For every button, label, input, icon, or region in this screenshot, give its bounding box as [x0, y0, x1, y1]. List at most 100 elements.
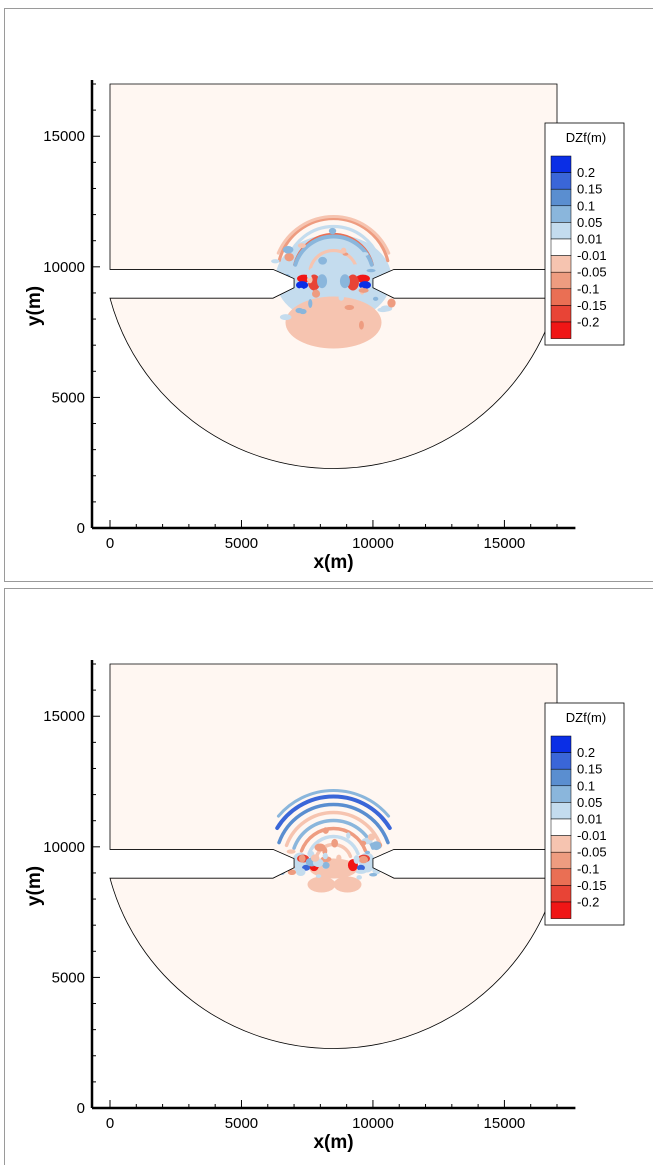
contour-arc: [276, 788, 391, 818]
legend-swatch: [550, 222, 572, 240]
x-tick-label: 15000: [484, 535, 526, 552]
contour-speck: [387, 298, 396, 308]
contour-speck: [283, 857, 294, 863]
contour-arc: [276, 214, 391, 255]
contour-speck: [308, 299, 313, 308]
contour-speck: [322, 861, 330, 869]
contour-arc: [299, 826, 368, 853]
legend-label: -0.01: [577, 828, 607, 843]
contour-speck: [297, 243, 306, 249]
contour-speck: [315, 874, 322, 878]
contour-speck: [322, 827, 329, 834]
contour-speck: [360, 252, 369, 256]
legend-label: 0.1: [577, 198, 595, 213]
legend-swatch: [550, 835, 572, 853]
legend: DZf(m) 0.2 0.150.1 0.05 0.01-0.01 -0.05-0.1 -0…: [544, 122, 625, 346]
contour-speck: [319, 307, 332, 312]
x-tick-label: 10000: [352, 535, 394, 552]
contour-arc: [277, 216, 390, 263]
y-tick-label: 10000: [43, 839, 85, 856]
chart-panel-top: 0 5000 10000 15000 0 5000 10000 15000 x(m) y(m) DZ…: [0, 8, 653, 582]
contour-speck: [328, 227, 337, 235]
contour-speck: [338, 295, 344, 301]
y-tick-label: 5000: [52, 389, 85, 406]
legend-swatch: [550, 752, 572, 770]
legend-swatch: [550, 271, 572, 290]
contour-speck: [381, 275, 392, 282]
legend-label: -0.15: [577, 298, 607, 313]
legend: DZf(m) 0.2 0.150.1 0.05 0.01-0.01 -0.05-0.1 -0…: [544, 702, 625, 926]
legend-swatch: [550, 802, 572, 820]
legend-swatch: [550, 238, 572, 256]
legend-label: -0.1: [577, 861, 599, 876]
contour-blob: [275, 234, 392, 323]
contour-speck: [372, 296, 379, 301]
x-tick-label: 0: [106, 1115, 114, 1132]
contour-speck: [331, 838, 339, 848]
contour-speck: [269, 287, 278, 294]
contour-field: [270, 788, 406, 893]
contour-blob: [333, 876, 362, 893]
contour-speck: [286, 277, 293, 282]
legend-swatch: [550, 768, 572, 787]
legend-swatch: [550, 885, 572, 903]
legend-swatch: [550, 205, 572, 223]
legend-label: 0.05: [577, 795, 602, 810]
contour-speck: [322, 852, 328, 860]
chart-panel-bottom: 0 5000 10000 15000 0 5000 10000 15000 x(m) y(m) DZ…: [0, 588, 653, 1165]
contour-speck: [287, 869, 297, 876]
contour-speck: [314, 843, 326, 852]
contour-speck: [356, 875, 362, 880]
legend-label: -0.05: [577, 845, 607, 860]
contour-arc: [277, 802, 390, 845]
contour-speck: [349, 266, 358, 273]
x-tick-label: 5000: [225, 1115, 258, 1132]
contour-speck: [364, 850, 371, 855]
domain-fill: [110, 664, 557, 1049]
legend-swatch: [550, 288, 572, 306]
legend-label: 0.05: [577, 215, 602, 230]
contour-speck: [272, 861, 280, 868]
legend-label: 0.1: [577, 778, 595, 793]
contour-arc: [292, 818, 375, 850]
legend-swatch: [550, 851, 572, 870]
axes: 0 5000 10000 15000 0 5000 10000 15000 x(m) y(m): [24, 80, 576, 573]
contour-blob: [296, 281, 309, 290]
contour-speck: [359, 840, 367, 846]
contour-speck: [369, 873, 378, 877]
contour-speck: [329, 305, 336, 314]
contour-speck: [282, 245, 294, 254]
legend-swatch: [550, 901, 572, 919]
contour-speck: [366, 268, 376, 273]
axes: 0 5000 10000 15000 0 5000 10000 15000 x(m) y(m): [24, 660, 576, 1153]
x-axis-title: x(m): [313, 1132, 353, 1153]
legend-label: -0.15: [577, 878, 607, 893]
contour-speck: [271, 259, 280, 264]
contour-speck: [299, 308, 307, 315]
contour-speck: [310, 854, 320, 862]
contour-arc: [275, 794, 392, 830]
contour-plot-bottom: 0 5000 10000 15000 0 5000 10000 15000 x(m) y(m) DZ…: [24, 660, 625, 1153]
contour-blob: [317, 274, 328, 289]
legend-label: 0.15: [577, 182, 602, 197]
contour-speck: [298, 854, 306, 863]
y-tick-label: 10000: [43, 259, 85, 276]
y-tick-label: 0: [77, 520, 85, 537]
x-tick-label: 0: [106, 535, 114, 552]
contour-speck: [286, 849, 296, 854]
legend-swatch: [550, 321, 572, 339]
legend-label: 0.2: [577, 745, 595, 760]
legend-label: -0.05: [577, 265, 607, 280]
contour-blob: [346, 274, 359, 291]
contour-blob: [285, 296, 382, 349]
contour-speck: [318, 256, 328, 265]
contour-speck: [312, 289, 321, 298]
legend-swatch: [550, 735, 572, 753]
contour-arc: [300, 240, 367, 269]
legend-title: DZf(m): [566, 130, 606, 145]
contour-arc: [307, 834, 360, 856]
legend-swatch: [550, 172, 572, 190]
legend-label: 0.2: [577, 165, 595, 180]
contour-plot-top: 0 5000 10000 15000 0 5000 10000 15000 x(m) y(m) DZ…: [24, 80, 625, 573]
contour-blob: [307, 876, 336, 893]
